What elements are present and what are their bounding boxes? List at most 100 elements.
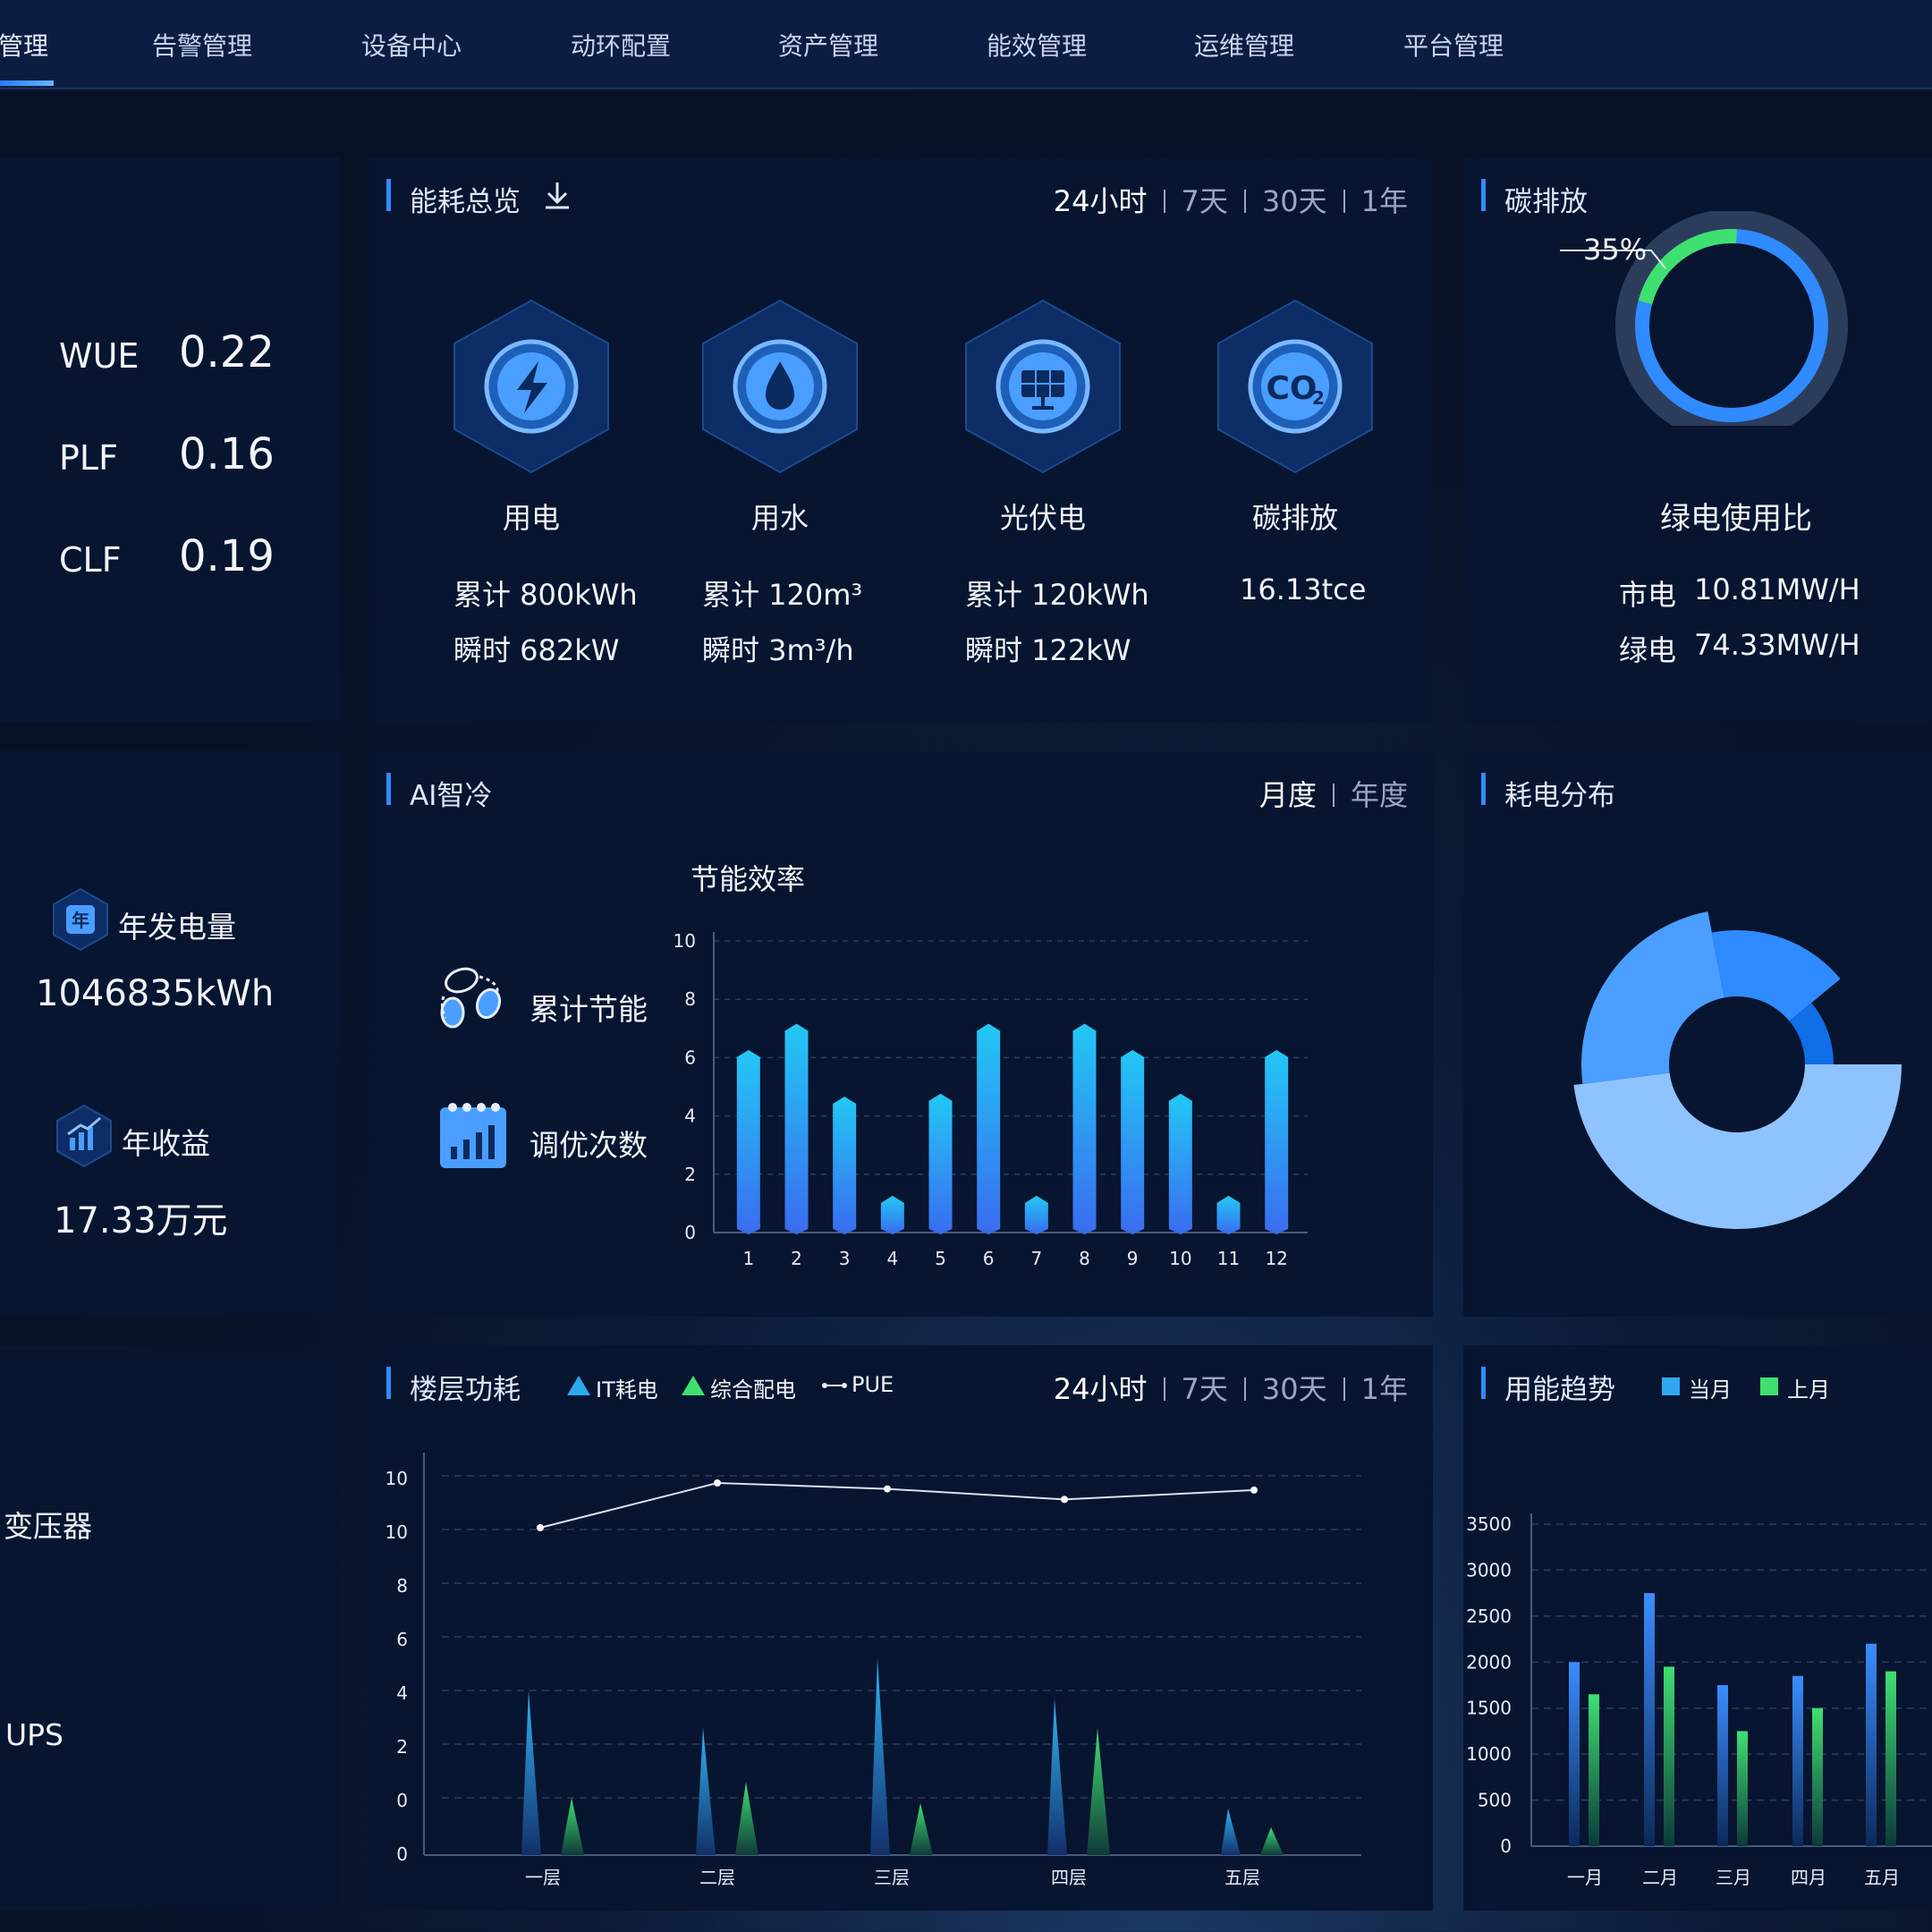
green-ratio-caption: 绿电使用比	[1660, 501, 1812, 537]
x-tick-label: 二层	[699, 1867, 735, 1888]
ups-label[interactable]: UPS	[5, 1717, 64, 1752]
equipment-panel: 变压器 UPS	[0, 1345, 340, 1911]
range-7d[interactable]: 7天	[1181, 184, 1228, 218]
efficiency-bar	[1216, 1195, 1241, 1234]
y-tick-label: 1500	[1466, 1698, 1512, 1719]
pue-legend: PUE	[852, 1372, 894, 1397]
top-nav: 管理 告警管理 设备中心 动环配置 资产管理 能效管理 运维管理 平台管理	[0, 0, 1932, 89]
efficiency-bar	[784, 1023, 809, 1234]
it-power-legend: IT耗电	[596, 1377, 658, 1402]
green-percent-label: 35%	[1583, 233, 1648, 267]
nav-item-alarm[interactable]: 告警管理	[152, 31, 253, 61]
x-tick-label: 3	[839, 1248, 851, 1269]
nav-item-assets[interactable]: 资产管理	[778, 31, 879, 61]
x-tick-label: 三层	[874, 1867, 910, 1888]
floor-range-30d[interactable]: 30天	[1261, 1372, 1327, 1406]
y-tick-label: 2	[396, 1736, 408, 1758]
carbon-panel: 碳排放 35% 绿电使用比 市电 10.81MW/H 绿电 74.33MW/H	[1463, 157, 1932, 723]
svg-text:CO: CO	[1266, 370, 1317, 407]
y-tick-label: 500	[1478, 1790, 1512, 1811]
transformer-label[interactable]: 变压器	[4, 1509, 92, 1544]
co2-icon: CO 2	[1217, 299, 1373, 474]
kpi-label-plf: PLF	[59, 438, 118, 478]
last-month-bar	[1589, 1694, 1599, 1846]
title-bar	[386, 773, 391, 805]
efficiency-bar	[833, 1097, 857, 1234]
x-tick-label: 1	[742, 1248, 754, 1269]
nav-item-efficiency[interactable]: 能效管理	[987, 31, 1088, 61]
card-name-solar: 光伏电	[999, 501, 1086, 535]
pue-point	[1250, 1486, 1258, 1494]
power-distribution-title: 耗电分布	[1504, 780, 1615, 812]
distribution-legend: 综合配电	[710, 1377, 796, 1402]
nav-item-0[interactable]: 管理	[0, 31, 49, 61]
it-power-legend-icon	[567, 1376, 590, 1395]
y-tick-label: 4	[396, 1682, 408, 1704]
it-power-mark	[1047, 1699, 1067, 1855]
y-tick-label: 4	[684, 1106, 696, 1127]
card-total-water: 累计 120m³	[702, 578, 863, 612]
year-generation-label: 年发电量	[118, 910, 236, 945]
nav-item-env-config[interactable]: 动环配置	[571, 31, 672, 61]
range-month[interactable]: 月度	[1258, 778, 1317, 812]
floor-range-7d[interactable]: 7天	[1181, 1372, 1228, 1406]
energy-trend-panel: 用能趋势 当月 上月 0 500 1000 1500 2000 2500 3000 3500 一…	[1463, 1345, 1932, 1911]
nav-active-indicator	[0, 80, 54, 86]
efficiency-bar	[1265, 1049, 1289, 1234]
kpi-panel: WUE 0.22 PLF 0.16 CLF 0.19	[0, 157, 340, 723]
floor-power-title: 楼层功耗	[410, 1374, 521, 1406]
efficiency-bar	[1072, 1023, 1097, 1234]
floor-range-24h[interactable]: 24小时	[1053, 1372, 1148, 1406]
ai-cooling-panel: AI智冷 月度 年度 累计节能 调优次数 节能效率 0 2 4 6 8 10 1 2 3 4 5 6 7 8…	[369, 751, 1433, 1317]
current-month-bar	[1569, 1662, 1580, 1846]
kpi-label-clf: CLF	[59, 540, 122, 580]
x-tick-label: 一月	[1567, 1867, 1603, 1888]
range-24h[interactable]: 24小时	[1053, 184, 1148, 218]
year-income-label: 年收益	[122, 1126, 210, 1161]
x-tick-label: 5	[935, 1248, 946, 1269]
y-tick-label: 0	[684, 1222, 696, 1243]
y-tick-label: 6	[396, 1629, 408, 1650]
current-month-bar	[1644, 1593, 1655, 1846]
x-tick-label: 四层	[1051, 1867, 1087, 1888]
download-icon[interactable]	[542, 179, 572, 211]
distribution-slice	[1711, 930, 1841, 1021]
y-tick-label: 6	[684, 1046, 696, 1068]
x-tick-label: 7	[1030, 1248, 1042, 1269]
card-total-solar: 累计 120kWh	[965, 578, 1149, 612]
x-tick-label: 四月	[1791, 1867, 1826, 1888]
nav-item-platform[interactable]: 平台管理	[1403, 31, 1504, 61]
y-tick-label: 10	[386, 1521, 408, 1543]
nav-item-ops[interactable]: 运维管理	[1194, 31, 1295, 61]
y-tick-label: 2500	[1466, 1606, 1512, 1627]
floor-power-panel: 楼层功耗 IT耗电 综合配电 PUE 24小时 7天 30天 1年 0 0 2 4 6 8 10 1…	[369, 1345, 1433, 1911]
pue-point	[714, 1479, 721, 1487]
card-name-water: 用水	[750, 501, 809, 535]
it-power-mark	[870, 1658, 890, 1855]
green-power-ring	[1560, 211, 1848, 426]
x-tick-label: 10	[1169, 1248, 1191, 1269]
x-tick-label: 4	[886, 1248, 898, 1269]
pue-point	[537, 1524, 544, 1531]
efficiency-bar	[1168, 1093, 1192, 1234]
y-tick-label: 8	[396, 1575, 408, 1597]
ai-range-selector: 月度 年度	[1259, 773, 1408, 814]
svg-text:2: 2	[1312, 387, 1325, 409]
floor-power-chart: 0 0 2 4 6 8 10 10 一层 二层 三层 四层 五层	[386, 1453, 1361, 1888]
distribution-mark	[910, 1803, 933, 1855]
income-chart-icon	[56, 1104, 112, 1168]
card-instant-water: 瞬时 3m³/h	[702, 633, 854, 667]
x-tick-label: 6	[983, 1248, 995, 1269]
range-year[interactable]: 年度	[1350, 778, 1408, 812]
current-month-legend: 当月	[1689, 1377, 1732, 1402]
range-30d[interactable]: 30天	[1261, 184, 1327, 218]
floor-range-1y[interactable]: 1年	[1360, 1372, 1408, 1406]
card-name-electricity: 用电	[502, 501, 560, 535]
x-tick-label: 一层	[525, 1867, 561, 1888]
current-month-legend-swatch	[1662, 1377, 1680, 1395]
tuning-legend-label: 调优次数	[530, 1128, 648, 1163]
range-1y[interactable]: 1年	[1360, 184, 1408, 218]
nav-item-devices[interactable]: 设备中心	[361, 31, 462, 61]
title-bar	[1481, 179, 1486, 211]
last-month-bar	[1885, 1671, 1896, 1846]
